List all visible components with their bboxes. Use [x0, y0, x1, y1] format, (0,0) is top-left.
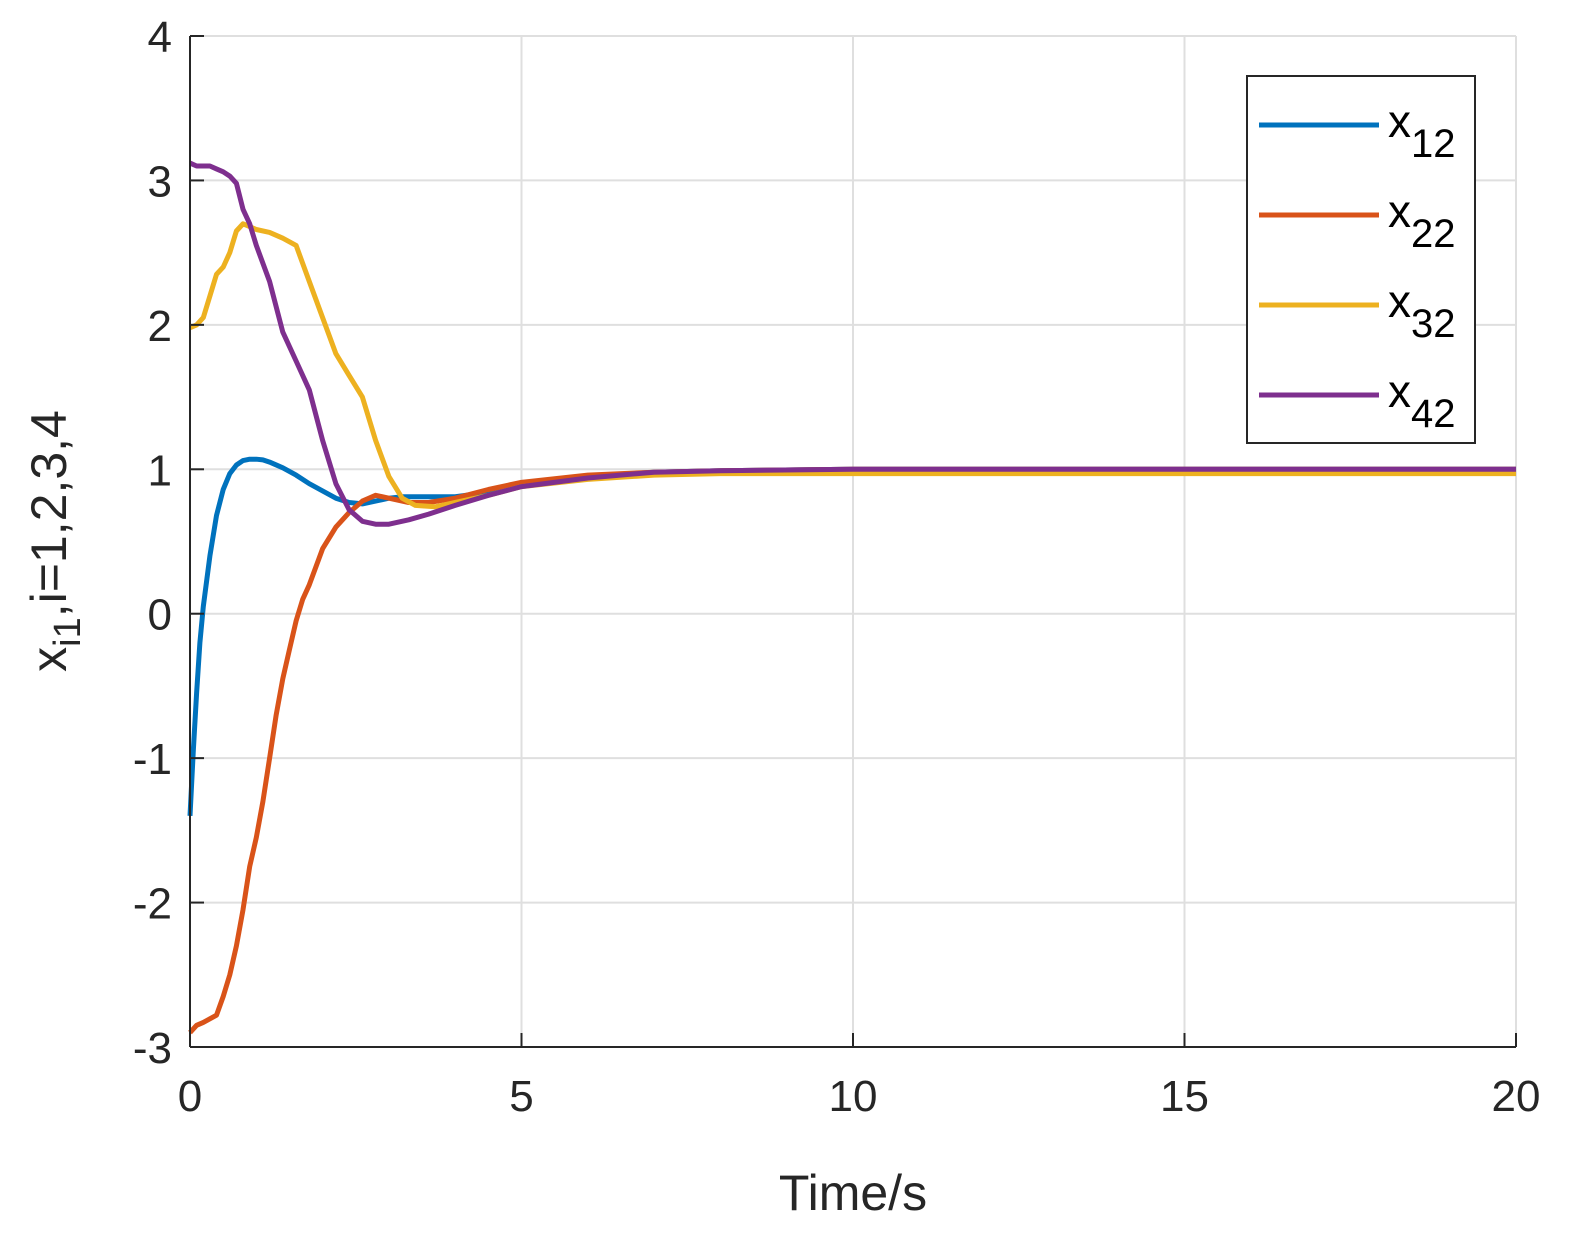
y-tick-label: 1 [148, 446, 172, 495]
x-tick-label: 20 [1492, 1072, 1541, 1121]
x-tick-label: 15 [1160, 1072, 1209, 1121]
y-tick-label: 3 [148, 157, 172, 206]
y-tick-label: 2 [148, 302, 172, 351]
legend-label-x22: x22 [1388, 185, 1456, 256]
x-tick-label: 10 [829, 1072, 878, 1121]
legend-label-x42: x42 [1388, 365, 1456, 436]
series-line-x42 [188, 160, 1516, 527]
axes [189, 35, 1517, 1048]
x-tick-label: 0 [178, 1072, 202, 1121]
series-line-x22 [188, 466, 1516, 1035]
data-lines [187, 160, 1516, 1035]
y-axis-label: xi1,i=1,2,3,4 [21, 410, 89, 672]
y-tick-label: -1 [133, 735, 172, 784]
y-tick-label: -3 [133, 1024, 172, 1073]
legend-label-x12: x12 [1388, 95, 1456, 166]
legend: x12 x22 x32 x42 [1246, 75, 1476, 444]
y-axis-label-base: x [21, 647, 77, 672]
x-axis-label: Time/s [779, 1165, 927, 1221]
y-axis-label-rest: ,i=1,2,3,4 [21, 410, 77, 617]
y-tick-label: -2 [133, 880, 172, 929]
legend-box [1246, 75, 1476, 444]
x-tick-label: 5 [509, 1072, 533, 1121]
legend-label-x32: x32 [1388, 275, 1456, 346]
y-axis-label-sub: i1 [47, 617, 89, 647]
y-tick-label: 0 [148, 591, 172, 640]
tick-labels: 0 5 10 15 20 -3 -2 -1 0 1 2 3 4 [133, 13, 1541, 1121]
y-tick-label: 4 [148, 13, 172, 62]
